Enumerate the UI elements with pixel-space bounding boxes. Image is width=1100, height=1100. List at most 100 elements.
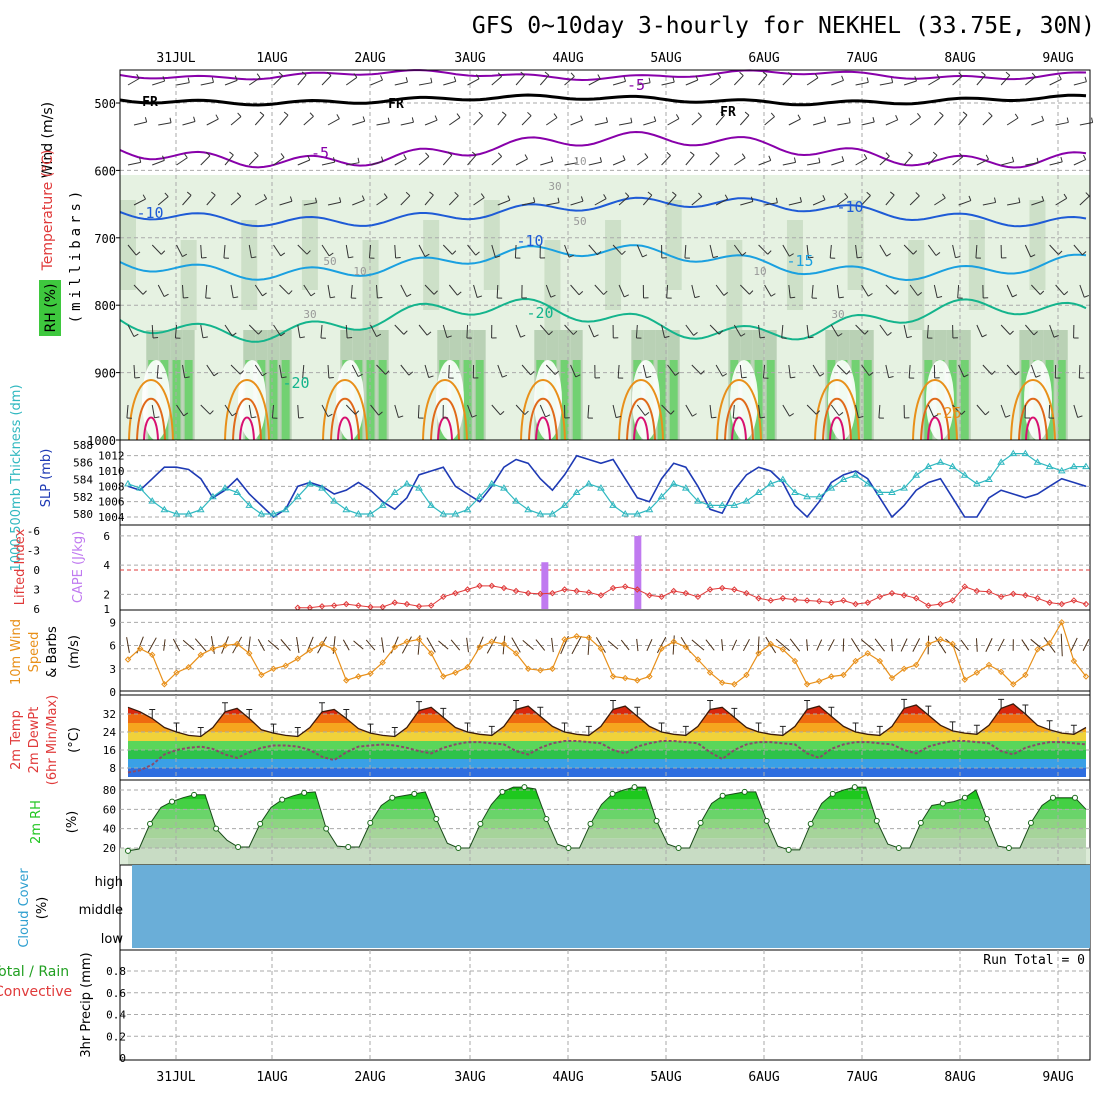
wind-barb: [812, 364, 821, 377]
lifted-index-point: [925, 602, 932, 609]
wind-barb: [1049, 78, 1062, 86]
wind-barb: [1006, 364, 1016, 376]
wind10m-speed-point: [682, 643, 690, 651]
wind-barb: [273, 244, 282, 257]
wind10m-speed-point: [524, 665, 532, 672]
wind-barb-feather: [251, 416, 257, 419]
ylabel-slp: SLP (mb): [39, 449, 54, 508]
lifted-index-point: [937, 600, 944, 608]
thickness-point: [900, 484, 908, 491]
wind-barb-feather: [1082, 251, 1087, 256]
wind10m-speed-point: [973, 669, 981, 676]
rh-band: [128, 848, 1086, 865]
wind-barb: [376, 284, 378, 299]
wind-barb: [715, 364, 724, 377]
wind-barb: [570, 119, 583, 126]
lifted-index-point: [973, 587, 981, 595]
wind10m-barb: [789, 638, 801, 652]
wind-barb: [982, 201, 996, 206]
wind-barb-feather: [162, 155, 165, 161]
wind10m-speed-point: [828, 673, 835, 680]
pressure-tick: 1000: [87, 434, 116, 448]
wind-barb-feather: [823, 116, 827, 122]
wind10m-speed-point: [1082, 673, 1090, 680]
wind10m-barb: [126, 637, 130, 653]
thickness-point: [621, 510, 630, 517]
wind-barb-feather: [605, 117, 609, 123]
wind-barb: [376, 122, 390, 126]
wind10m-barb: [806, 639, 809, 651]
wind-barb: [302, 364, 305, 378]
isotherm-lobe: [920, 397, 950, 441]
wind10m-speed-point: [427, 650, 435, 657]
contour-label: FR: [720, 105, 736, 120]
wind-barb: [1007, 202, 1020, 206]
date-label-top: 6AUG: [748, 51, 779, 66]
wind-barb: [400, 195, 411, 206]
rh-shade-cell: [669, 360, 678, 440]
wind-barb: [878, 404, 881, 419]
rh2m-tick: 20: [103, 842, 116, 855]
wind-barb-feather: [1041, 115, 1045, 121]
wind10m-speed-point: [718, 679, 726, 686]
wind-barb: [400, 364, 410, 376]
wind-barb-feather: [863, 153, 868, 159]
contour-label: -10: [136, 204, 163, 222]
lifted-index-tick: 6: [33, 603, 40, 616]
rh2m-point: [169, 798, 176, 805]
date-label-bottom: 9AUG: [1042, 1070, 1073, 1085]
wind10m-barb: [232, 636, 243, 654]
wind-barb-feather: [718, 330, 724, 335]
wind-barb: [587, 404, 590, 419]
wind-barb: [1000, 324, 1011, 335]
wind-barb: [758, 244, 769, 255]
wind-barb-feather: [471, 151, 477, 156]
isotherm: [119, 130, 1087, 169]
wind-barb: [642, 364, 647, 378]
wind-barb-feather: [675, 371, 680, 376]
wind-barb: [539, 74, 550, 86]
wind-barb-feather: [254, 151, 259, 156]
thickness-point: [791, 488, 799, 495]
wind-barb: [636, 244, 643, 258]
lifted-index-point: [561, 586, 568, 593]
wind-barb-feather: [570, 72, 575, 77]
lifted-index-point: [476, 582, 483, 590]
ylabel-wind10m-units: (m/s): [67, 635, 82, 669]
wind-barb: [370, 324, 377, 337]
wind-barb-feather: [262, 372, 267, 377]
wind10m-speed-point: [355, 673, 362, 680]
isotherm-lobe: [633, 416, 649, 441]
wind-barb-feather: [383, 193, 388, 198]
lifted-index-point: [500, 584, 508, 592]
wind-barb-feather: [548, 331, 553, 336]
rh-shade-cell: [180, 240, 197, 330]
wind-barb-feather: [808, 336, 814, 339]
lifted-index-point: [767, 597, 774, 604]
wind-barb-feather: [1005, 71, 1011, 76]
wind-barb: [788, 284, 791, 298]
wind-barb-feather: [623, 294, 629, 298]
ylabel-temp2m-units: (°C): [67, 727, 82, 753]
rh2m-point: [411, 790, 418, 797]
wind-barb-feather: [981, 71, 986, 76]
contour-label: FR: [142, 95, 158, 110]
wind-barb-feather: [760, 416, 766, 419]
rh-shade-cell: [544, 240, 561, 330]
wind-barb-feather: [288, 290, 293, 295]
wind-barb-feather: [453, 76, 457, 82]
thickness-point: [778, 475, 787, 482]
wind-barb: [812, 199, 826, 206]
rh-shade-cell: [766, 360, 775, 440]
wind-barb: [156, 364, 159, 378]
thickness-point: [524, 505, 533, 513]
wind-barb: [157, 196, 169, 206]
temp2m-tick: 24: [103, 726, 117, 739]
wind-barb-feather: [187, 77, 190, 83]
lifted-index-tick: 0: [33, 564, 40, 577]
temp-band: [128, 750, 1086, 759]
rh-shade-cell: [301, 200, 318, 290]
thickness-point: [536, 510, 545, 517]
thickness-point: [936, 458, 945, 465]
wind-barb-feather: [846, 370, 851, 375]
